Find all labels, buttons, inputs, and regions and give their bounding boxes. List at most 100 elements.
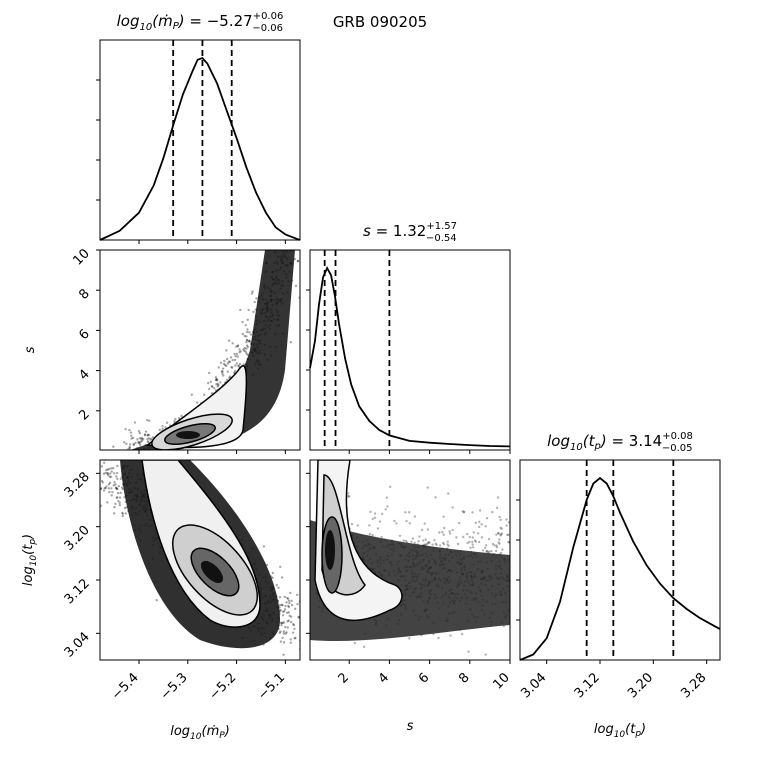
sample-point	[245, 338, 249, 342]
sample-point	[225, 357, 229, 361]
sample-point	[158, 451, 160, 453]
sample-point	[152, 452, 154, 454]
sample-point	[243, 349, 246, 353]
sample-point	[250, 292, 254, 295]
sample-point	[408, 637, 411, 640]
sample-point	[289, 341, 293, 344]
sample-point	[274, 246, 276, 248]
sample-point	[371, 533, 374, 537]
sample-point	[112, 512, 116, 515]
sample-point	[222, 362, 226, 366]
sample-point	[474, 540, 477, 543]
sample-point	[226, 362, 230, 365]
sample-point	[190, 393, 194, 396]
sample-point	[221, 372, 224, 375]
sample-point	[110, 494, 113, 497]
density-shade	[130, 250, 295, 450]
sample-point	[229, 356, 233, 359]
sample-point	[246, 318, 249, 322]
sample-point	[174, 417, 177, 421]
panel-frame-mdot-tp	[99, 459, 301, 661]
sample-point	[471, 540, 474, 544]
sample-point	[126, 453, 128, 455]
sample-point	[378, 520, 382, 523]
sample-point	[223, 359, 226, 363]
sample-point	[115, 471, 119, 475]
sample-point	[279, 630, 282, 633]
sample-point	[293, 257, 297, 261]
sample-point	[245, 347, 248, 350]
sample-point	[239, 308, 242, 312]
sample-point	[433, 538, 436, 542]
sample-point	[238, 348, 241, 351]
sample-point	[405, 519, 408, 523]
sample-point	[294, 636, 297, 640]
sample-point	[293, 637, 296, 640]
sample-point	[146, 433, 150, 437]
sample-point	[485, 550, 489, 553]
sample-point	[231, 358, 234, 362]
sample-point	[160, 454, 162, 456]
sample-point	[234, 354, 237, 358]
sample-point	[494, 549, 498, 553]
sample-point	[427, 541, 430, 544]
sample-point	[245, 341, 248, 344]
sample-point	[233, 352, 236, 356]
axis-label-tp: log10(tp)	[21, 534, 39, 586]
sample-point	[461, 510, 464, 513]
sample-point	[245, 335, 248, 338]
marginal-curve-s	[309, 265, 511, 448]
sample-point	[287, 611, 291, 614]
sample-point	[155, 598, 158, 602]
sample-point	[109, 475, 113, 478]
sample-point	[495, 533, 498, 536]
sample-point	[408, 522, 411, 525]
sample-point	[171, 453, 173, 455]
ytick-label-tp: 3.20	[62, 523, 93, 554]
sample-point	[289, 591, 292, 595]
sample-point	[110, 487, 113, 490]
sample-point	[418, 535, 421, 538]
sample-point	[212, 386, 216, 390]
xtick-label-s: 4	[376, 670, 392, 686]
sample-point	[128, 428, 131, 432]
sample-point	[244, 324, 247, 327]
sample-point	[437, 636, 440, 640]
sample-point	[373, 516, 377, 519]
sample-point	[280, 621, 284, 625]
sample-point	[106, 472, 109, 475]
sample-point	[500, 527, 503, 530]
sample-point	[485, 549, 488, 553]
sample-point	[500, 551, 503, 555]
sample-point	[227, 339, 231, 342]
sample-point	[108, 481, 112, 485]
sample-point	[279, 621, 283, 625]
sample-point	[116, 496, 119, 499]
sample-point	[210, 385, 214, 388]
sample-point	[388, 485, 392, 489]
sample-point	[478, 520, 481, 524]
sample-point	[393, 519, 396, 523]
sample-point	[241, 332, 245, 336]
sample-point	[271, 571, 275, 575]
sample-point	[442, 533, 445, 536]
sample-point	[280, 603, 284, 607]
sample-point	[420, 528, 424, 532]
sample-point	[93, 473, 95, 475]
sample-point	[424, 543, 427, 546]
sample-point	[143, 433, 147, 437]
sample-point	[284, 625, 287, 629]
sample-point	[149, 438, 152, 441]
sample-point	[283, 610, 286, 613]
sample-point	[424, 538, 427, 541]
sample-point	[146, 438, 149, 441]
sample-point	[144, 430, 148, 433]
sample-point	[220, 370, 224, 373]
sample-point	[485, 517, 489, 520]
sample-point	[112, 445, 115, 448]
sample-point	[411, 537, 415, 540]
sample-point	[100, 487, 103, 490]
sample-point	[483, 546, 487, 550]
sample-point	[278, 603, 282, 607]
sample-point	[100, 487, 103, 490]
